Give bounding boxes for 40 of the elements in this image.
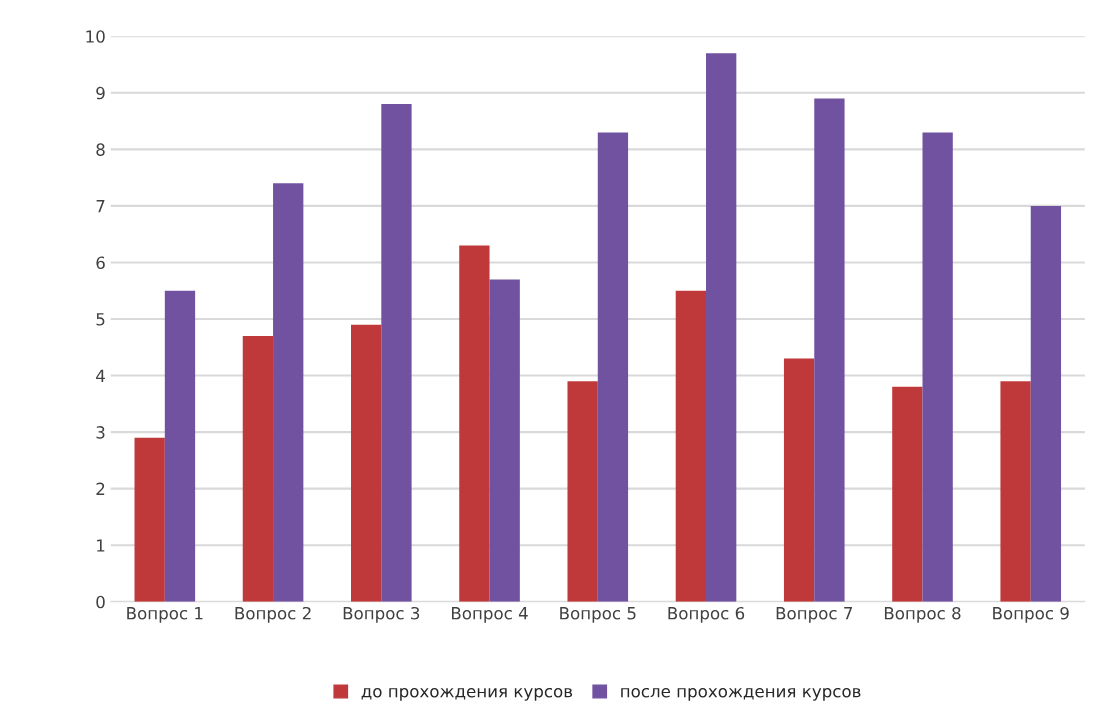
y-tick-label: 7 (96, 200, 105, 213)
x-tick-label: Вопрос 1 (127, 607, 203, 623)
x-tick-label: Вопрос 5 (560, 607, 636, 623)
bar (922, 132, 953, 602)
x-tick-label: Вопрос 6 (668, 606, 745, 623)
bar (1000, 381, 1031, 602)
x-tick-label: Вопрос 4 (451, 607, 528, 623)
x-tick-label: Вопрос 3 (343, 606, 420, 623)
y-tick-label: 3 (96, 426, 105, 439)
bar (381, 104, 412, 602)
y-tick-label: 10 (86, 30, 105, 43)
bar (567, 381, 598, 602)
bar (814, 98, 845, 602)
x-tick-label: Вопрос 2 (235, 606, 311, 623)
bar (350, 324, 382, 602)
legend-label: после прохождения курсов (621, 687, 861, 701)
y-tick-label: 4 (96, 369, 105, 382)
x-tick-label: Вопрос 8 (884, 606, 961, 623)
bar (675, 290, 707, 602)
bar (783, 358, 815, 602)
y-tick-label: 0 (96, 595, 105, 609)
bar (459, 245, 490, 602)
y-tick-label: 2 (96, 482, 105, 495)
bar (1030, 205, 1062, 602)
legend-label: до прохождения курсов (361, 687, 573, 701)
bar (706, 53, 737, 602)
y-tick-label: 9 (96, 86, 105, 100)
x-tick-label: Вопрос 7 (776, 607, 853, 623)
bar (489, 279, 520, 602)
bar (134, 437, 165, 602)
bar (164, 290, 196, 602)
y-tick-label: 8 (96, 143, 105, 156)
bar (892, 386, 923, 602)
y-tick-label: 6 (96, 256, 105, 270)
y-tick-label: 5 (96, 313, 105, 326)
bar (597, 132, 629, 602)
x-tick-label: Вопрос 9 (993, 606, 1069, 623)
bar (242, 335, 274, 602)
y-tick-label: 1 (97, 539, 105, 552)
bar (273, 183, 304, 602)
